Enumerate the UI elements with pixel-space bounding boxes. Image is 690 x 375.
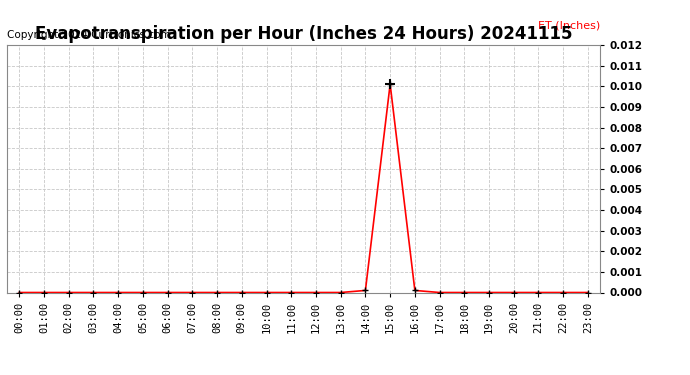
Text: ET (Inches): ET (Inches) [538,20,600,30]
Title: Evapotranspiration per Hour (Inches 24 Hours) 20241115: Evapotranspiration per Hour (Inches 24 H… [35,26,572,44]
Text: Copyright 2024 Curtronics.com: Copyright 2024 Curtronics.com [7,30,170,40]
